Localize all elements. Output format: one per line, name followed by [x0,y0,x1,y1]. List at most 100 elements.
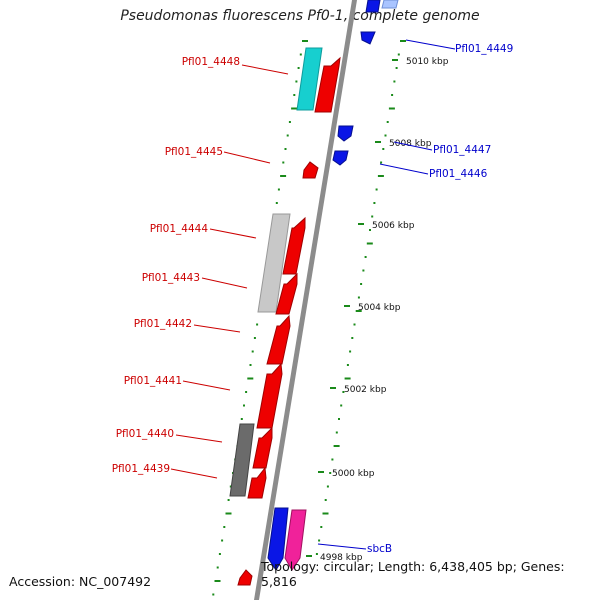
track-dot [366,242,373,245]
kbp-tick-label: 5000 kbp [332,469,375,479]
track-dot [282,161,285,164]
gene-darkgray-pfl01-4440[interactable] [229,423,255,497]
track-dot [346,364,349,366]
left-gene-label[interactable]: Pfl01_4441 [124,375,182,387]
track-dot [221,539,224,542]
kbp-tick-label: 5006 kbp [372,221,415,231]
track-dot [391,94,394,96]
track-dot [295,80,298,83]
track-dot [331,458,334,461]
gene-blue-pfl01-4449-a[interactable] [365,0,381,13]
left-gene-label[interactable]: Pfl01_4439 [112,463,170,475]
track-dot [212,593,215,596]
left-gene-label[interactable]: Pfl01_4443 [142,272,200,284]
gene-red-pfl01-4445[interactable] [302,161,319,179]
gene-lightgray-pfl01-4444[interactable] [257,213,291,313]
gene-red-pfl01-4444[interactable] [282,216,306,275]
track-dot [253,337,256,339]
track-dot [256,323,259,326]
track-dot [338,418,340,420]
kbp-tick-label: 5010 kbp [406,57,449,67]
gene-blue-pfl01-4449-b[interactable] [360,31,376,45]
right-gene-label[interactable]: Pfl01_4447 [433,144,491,156]
track-dot [353,323,356,326]
track-dot [302,40,308,42]
track-dot [315,553,318,555]
left-gene-label[interactable]: Pfl01_4440 [116,428,174,440]
track-dot [247,377,254,380]
gene-red-pfl01-4443[interactable] [275,272,298,315]
track-dot [377,175,384,177]
track-dot [380,161,383,164]
track-dot [245,391,248,393]
left-gene-label[interactable]: Pfl01_4445 [165,146,223,158]
right-gene-label[interactable]: sbcB [367,543,392,555]
track-dot [293,94,296,96]
track-dot [362,269,365,272]
kbp-tick-mark [392,59,398,61]
kbp-ticks: 4998 kbp 5000 kbp 5002 kbp 5004 kbp 5006 kbp… [306,57,449,563]
track-dot [386,121,389,123]
right-gene-labels: Pfl01_4449 Pfl01_4447 Pfl01_4446 sbcB [367,43,513,555]
track-dot [351,337,354,339]
kbp-tick-mark [306,555,312,557]
track-dot [216,566,219,569]
track-dot [243,404,245,407]
track-dot [277,188,280,191]
track-dot [225,512,232,515]
left-gene-label[interactable]: Pfl01_4448 [182,56,240,68]
gene-red-bottom[interactable] [237,569,253,586]
kbp-tick-label: 5002 kbp [344,385,387,395]
gene-red-pfl01-4440[interactable] [252,426,273,469]
track-dot [326,485,329,488]
track-dot [355,310,362,312]
track-dot [329,472,332,474]
track-dot [280,175,287,177]
track-dot [299,53,302,56]
right-dotted-track [315,40,406,555]
track-dot [397,53,400,56]
kbp-tick-mark [375,141,381,143]
kbp-tick-mark [330,387,336,389]
gene-red-pfl01-4442[interactable] [266,314,291,365]
left-gene-label[interactable]: Pfl01_4444 [150,223,209,235]
kbp-tick-label: 5004 kbp [358,303,401,313]
right-gene-label[interactable]: Pfl01_4446 [429,168,488,180]
track-dot [223,526,226,528]
track-dot [229,485,232,488]
left-gene-label[interactable]: Pfl01_4442 [134,318,192,330]
track-dot [360,283,363,285]
kbp-tick-mark [344,305,350,307]
track-dot [286,134,289,137]
topology-text: Topology: circular; Length: 6,438,405 bp… [261,559,565,589]
track-dot [297,67,300,69]
track-dot [320,526,323,528]
gene-red-pfl01-4441[interactable] [256,362,283,429]
gene-cyan-pfl01-4448[interactable] [296,47,323,111]
gene-red-pfl01-4448[interactable] [314,56,341,113]
gene-lightblue-pfl01-4449[interactable] [381,0,399,9]
track-dot [357,296,360,299]
track-dot [373,202,376,204]
track-dot [371,215,374,218]
track-dot [395,67,398,69]
right-leader-lines [317,39,456,550]
kbp-tick-mark [358,223,364,225]
gene-blue-pfl01-4447[interactable] [337,125,354,142]
gene-blue-sbcb[interactable] [267,507,289,571]
kbp-tick-label: 4998 kbp [320,553,363,563]
track-dot [384,134,387,137]
track-dot [251,350,254,353]
gene-red-pfl01-4439[interactable] [247,466,267,499]
track-dot [349,350,352,353]
track-dot [227,499,230,501]
track-dot [284,148,287,150]
gene-blue-pfl01-4446[interactable] [332,150,349,166]
track-dot [333,445,340,447]
kbp-tick-label: 5008 kbp [389,139,432,149]
gene-pink-sbcb[interactable] [284,509,307,571]
track-dot [335,431,338,434]
right-gene-label[interactable]: Pfl01_4449 [455,43,513,55]
